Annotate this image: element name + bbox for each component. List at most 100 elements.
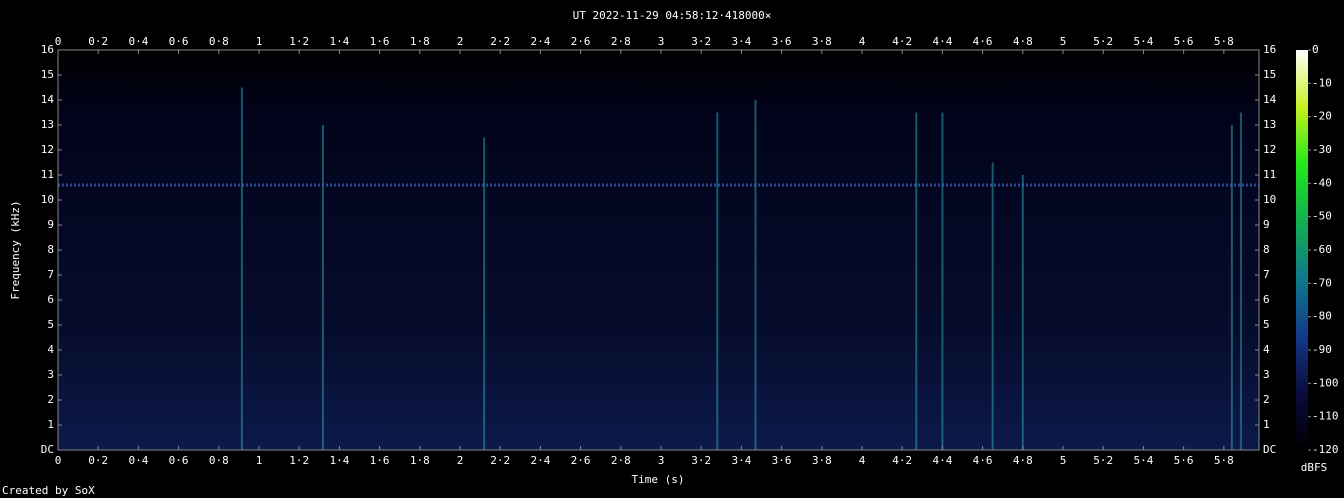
colorbar-tick-label: -100: [1312, 376, 1339, 389]
colorbar-tick-label: -20: [1312, 110, 1332, 123]
x-tick-label: 5·6: [1174, 454, 1194, 467]
x-tick-label: 0: [55, 35, 62, 48]
x-tick-label: 2·2: [490, 35, 510, 48]
x-tick-label: 1·6: [370, 454, 390, 467]
colorbar-tick-label: -70: [1312, 276, 1332, 289]
x-tick-label: 0·2: [88, 35, 108, 48]
x-tick-label: 0·4: [128, 454, 148, 467]
x-tick-label: 1·6: [370, 35, 390, 48]
x-tick-label: 0·8: [209, 454, 229, 467]
y-tick-label: 2: [47, 393, 54, 406]
y-tick-label: 10: [1263, 193, 1276, 206]
x-tick-label: 4·2: [892, 35, 912, 48]
x-tick-label: 4·6: [973, 35, 993, 48]
x-tick-label: 3·8: [812, 454, 832, 467]
x-tick-label: 4·2: [892, 454, 912, 467]
y-tick-label: 1: [1263, 418, 1270, 431]
x-tick-label: 0·6: [169, 454, 189, 467]
y-tick-label: 9: [1263, 218, 1270, 231]
x-tick-label: 2·2: [490, 454, 510, 467]
y-tick-label: 7: [47, 268, 54, 281]
colorbar-tick-label: -60: [1312, 243, 1332, 256]
y-tick-label: 5: [47, 318, 54, 331]
x-tick-label: 5·4: [1133, 35, 1153, 48]
x-tick-label: 1: [256, 454, 263, 467]
x-tick-label: 4: [859, 454, 866, 467]
y-tick-label: 5: [1263, 318, 1270, 331]
x-tick-label: 2·8: [611, 35, 631, 48]
y-tick-label: 15: [41, 68, 54, 81]
colorbar-tick-label: 0: [1312, 43, 1319, 56]
x-tick-label: 5·2: [1093, 35, 1113, 48]
x-tick-label: 4: [859, 35, 866, 48]
x-tick-label: 3·4: [731, 454, 751, 467]
y-tick-label: 8: [47, 243, 54, 256]
x-tick-label: 4·8: [1013, 454, 1033, 467]
x-tick-label: 5·4: [1133, 454, 1153, 467]
y-tick-label: DC: [1263, 443, 1276, 456]
y-tick-label: 4: [1263, 343, 1270, 356]
y-tick-label: 3: [47, 368, 54, 381]
x-tick-label: 2: [457, 454, 464, 467]
x-tick-label: 3·2: [691, 35, 711, 48]
x-tick-label: 4·4: [932, 454, 952, 467]
x-tick-label: 3: [658, 454, 665, 467]
x-tick-label: 2: [457, 35, 464, 48]
x-tick-label: 3·4: [731, 35, 751, 48]
colorbar-label: dBFS: [1301, 461, 1328, 474]
colorbar-tick-label: -40: [1312, 176, 1332, 189]
y-tick-label: 14: [1263, 93, 1277, 106]
y-tick-label: 11: [41, 168, 54, 181]
y-tick-label: 8: [1263, 243, 1270, 256]
x-tick-label: 4·4: [932, 35, 952, 48]
x-tick-label: 0·8: [209, 35, 229, 48]
colorbar: [1296, 50, 1308, 450]
x-tick-label: 4·8: [1013, 35, 1033, 48]
y-tick-label: 13: [41, 118, 54, 131]
x-tick-label: 2·6: [571, 454, 591, 467]
x-tick-label: 5·8: [1214, 35, 1234, 48]
x-tick-label: 2·4: [530, 35, 550, 48]
y-tick-label: 7: [1263, 268, 1270, 281]
x-tick-label: 1·8: [410, 454, 430, 467]
x-tick-label: 4·6: [973, 454, 993, 467]
y-tick-label: 13: [1263, 118, 1276, 131]
x-tick-label: 1·2: [289, 35, 309, 48]
x-tick-label: 2·4: [530, 454, 550, 467]
colorbar-tick-label: -30: [1312, 143, 1332, 156]
x-tick-label: 1: [256, 35, 263, 48]
x-tick-label: 3·6: [772, 35, 792, 48]
y-tick-label: 9: [47, 218, 54, 231]
y-tick-label: DC: [41, 443, 54, 456]
y-axis-label: Frequency (kHz): [9, 200, 22, 299]
x-tick-label: 5: [1060, 35, 1067, 48]
x-tick-label: 2·8: [611, 454, 631, 467]
y-tick-label: 6: [1263, 293, 1270, 306]
x-axis-label: Time (s): [632, 473, 685, 486]
colorbar-tick-label: -120: [1312, 443, 1339, 456]
credit: Created by SoX: [2, 484, 95, 497]
y-tick-label: 16: [1263, 43, 1276, 56]
y-tick-label: 11: [1263, 168, 1276, 181]
colorbar-tick-label: -10: [1312, 76, 1332, 89]
x-tick-label: 0·4: [128, 35, 148, 48]
y-tick-label: 15: [1263, 68, 1276, 81]
x-tick-label: 3·8: [812, 35, 832, 48]
y-tick-label: 1: [47, 418, 54, 431]
x-tick-label: 5·8: [1214, 454, 1234, 467]
x-tick-label: 1·8: [410, 35, 430, 48]
y-tick-label: 2: [1263, 393, 1270, 406]
x-tick-label: 3·6: [772, 454, 792, 467]
y-tick-label: 12: [41, 143, 54, 156]
colorbar-tick-label: -80: [1312, 310, 1332, 323]
colorbar-tick-label: -50: [1312, 210, 1332, 223]
colorbar-tick-label: -90: [1312, 343, 1332, 356]
y-tick-label: 10: [41, 193, 54, 206]
colorbar-tick-label: -110: [1312, 410, 1339, 423]
y-tick-label: 4: [47, 343, 54, 356]
x-tick-label: 5: [1060, 454, 1067, 467]
x-tick-label: 0: [55, 454, 62, 467]
x-tick-label: 3: [658, 35, 665, 48]
chart-title: UT 2022-11-29 04:58:12·418000×: [573, 9, 772, 22]
